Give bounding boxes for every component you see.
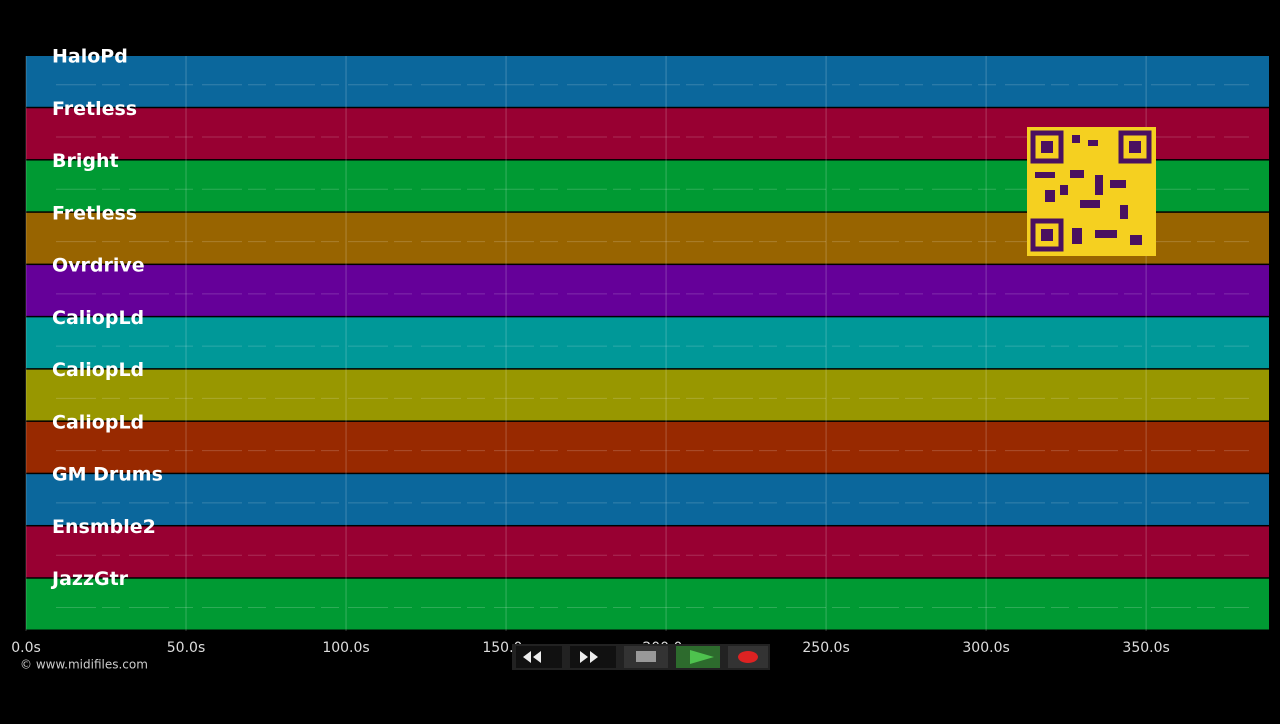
- track-name: Ensmble2: [52, 516, 156, 538]
- track-row: [26, 265, 1269, 316]
- track-row: [26, 369, 1269, 421]
- track-name: Ovrdrive: [52, 255, 145, 277]
- tick-label: 50.0s: [167, 640, 205, 656]
- track-labels: HaloPd Fretless Bright Fretless Ovrdrive Cali…: [50, 46, 163, 591]
- tick-label: 250.0s: [802, 640, 849, 656]
- tick-label: 0.0s: [11, 640, 41, 656]
- qr-dot: [1041, 229, 1053, 241]
- track-name: JazzGtr: [50, 568, 129, 590]
- track-name: Fretless: [52, 202, 137, 224]
- track-name: GM Drums: [52, 464, 163, 486]
- tick-label: 350.0s: [1122, 640, 1169, 656]
- qr-dot: [1129, 141, 1141, 153]
- qr-finder: [1030, 130, 1064, 164]
- play-button[interactable]: [676, 646, 720, 668]
- qr-code: [1027, 127, 1156, 256]
- track-name: CaliopLd: [52, 411, 144, 433]
- copyright: © www.midifiles.com: [20, 658, 148, 672]
- track-row: [26, 421, 1269, 473]
- transport-controls: [512, 644, 770, 670]
- track-name: CaliopLd: [52, 307, 144, 329]
- rewind-button[interactable]: [516, 646, 562, 668]
- time-axis: 0.0s50.0s100.0s150.0s200.0s250.0s300.0s3…: [11, 640, 1170, 656]
- track-row: [26, 317, 1269, 369]
- track-row: [26, 56, 1269, 107]
- track-name: HaloPd: [52, 46, 128, 68]
- track-name: Bright: [52, 150, 119, 172]
- qr-finder: [1030, 218, 1064, 252]
- track-row: [26, 526, 1269, 578]
- tick-label: 300.0s: [962, 640, 1009, 656]
- track-name: CaliopLd: [52, 359, 144, 381]
- tick-label: 100.0s: [322, 640, 369, 656]
- record-button[interactable]: [728, 646, 768, 668]
- track-row: [26, 474, 1269, 525]
- qr-finder: [1118, 130, 1152, 164]
- track-name: Fretless: [52, 98, 137, 120]
- forward-button[interactable]: [570, 646, 616, 668]
- stop-button[interactable]: [624, 646, 668, 668]
- qr-dot: [1041, 141, 1053, 153]
- track-row: [26, 578, 1269, 630]
